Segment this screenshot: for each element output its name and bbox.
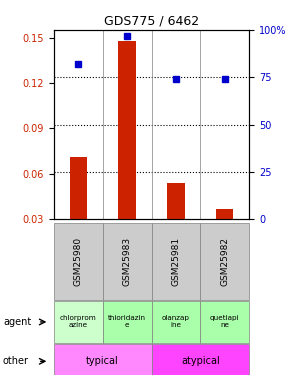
Text: quetiapi
ne: quetiapi ne — [210, 315, 240, 328]
Title: GDS775 / 6462: GDS775 / 6462 — [104, 15, 199, 27]
Text: chlorprom
azine: chlorprom azine — [60, 315, 97, 328]
Text: agent: agent — [3, 317, 31, 327]
Text: other: other — [3, 356, 29, 366]
Text: GSM25980: GSM25980 — [74, 237, 83, 286]
Text: GSM25983: GSM25983 — [123, 237, 132, 286]
Bar — [70, 157, 87, 265]
Text: olanzap
ine: olanzap ine — [162, 315, 190, 328]
Text: GSM25981: GSM25981 — [171, 237, 180, 286]
Text: typical: typical — [86, 356, 119, 366]
Text: GSM25982: GSM25982 — [220, 237, 229, 286]
Text: thioridazin
e: thioridazin e — [108, 315, 146, 328]
Bar — [167, 183, 184, 265]
Bar — [119, 40, 136, 265]
Text: atypical: atypical — [181, 356, 220, 366]
Bar — [216, 209, 233, 265]
